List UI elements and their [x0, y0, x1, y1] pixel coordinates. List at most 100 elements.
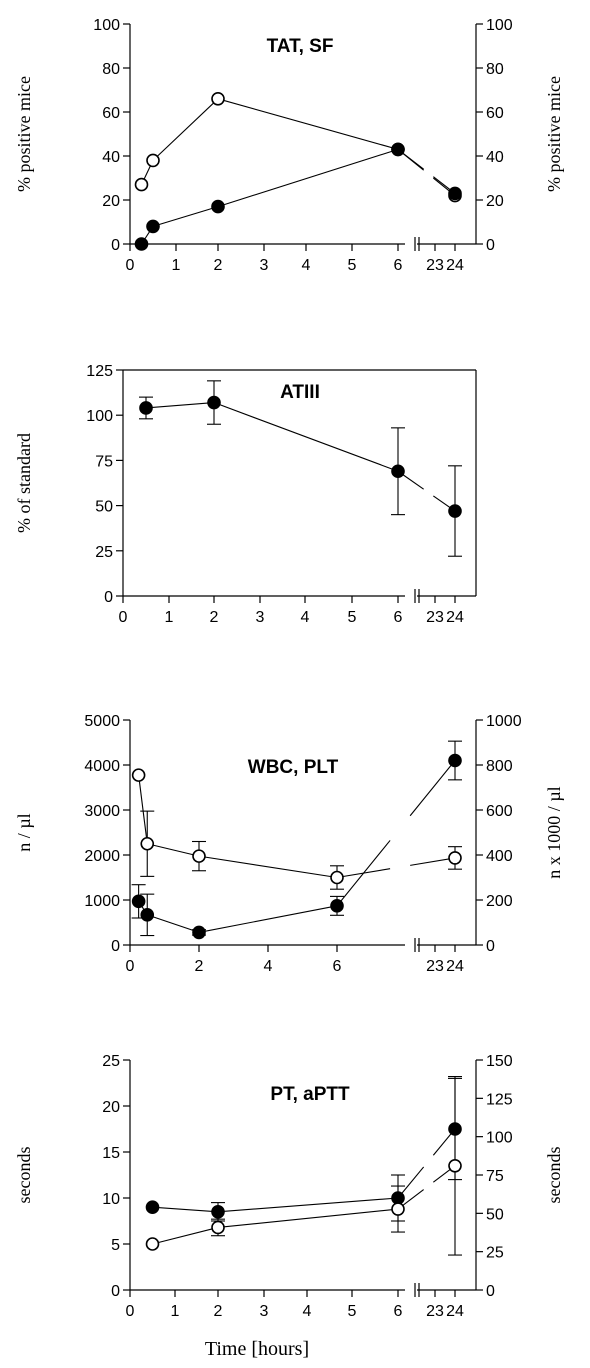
data-point-open	[391, 1202, 405, 1216]
y-tick-label-left: 25	[95, 544, 113, 561]
x-tick-label: 3	[256, 609, 265, 626]
data-point-filled	[448, 186, 462, 201]
x-tick-label: 23	[426, 257, 444, 274]
data-point-open	[211, 1220, 225, 1235]
y-tick-label-left: 60	[102, 105, 120, 122]
y-tick-label-right: 100	[486, 17, 513, 34]
data-point-open	[448, 851, 462, 865]
data-point-filled	[140, 908, 155, 922]
panel-title: TAT, SF	[267, 36, 334, 57]
series-line-segment	[152, 206, 219, 227]
y-tick-label-right: 400	[486, 848, 513, 865]
series-line-segment	[152, 1226, 219, 1245]
y-tick-label-left: 3000	[84, 803, 120, 820]
y-tick-label-left: 1000	[84, 893, 120, 910]
y-tick-label-left: 0	[111, 938, 120, 955]
data-point-filled	[145, 1200, 160, 1214]
x-tick-label: 0	[126, 1303, 135, 1320]
x-tick-label: 24	[446, 1303, 464, 1320]
x-tick-label: 23	[426, 1303, 444, 1320]
y-tick-label-left: 2000	[84, 848, 120, 865]
data-point-open	[330, 870, 344, 885]
y-axis-label-left: % of standard	[14, 433, 34, 533]
y-tick-label-left: 0	[111, 237, 120, 254]
series-line-segment	[409, 760, 456, 817]
y-tick-label-left: 5000	[84, 713, 120, 730]
y-tick-label-left: 75	[95, 453, 113, 470]
data-point-open	[140, 836, 155, 851]
series-line-segment	[152, 98, 219, 161]
y-tick-label-right: 75	[486, 1168, 504, 1185]
y-tick-label-left: 125	[86, 363, 113, 380]
data-point-filled	[207, 395, 221, 410]
x-tick-label: 4	[303, 1303, 312, 1320]
y-tick-label-left: 20	[102, 1099, 120, 1116]
series-line-segment	[152, 1206, 219, 1213]
series-line-segment	[213, 402, 399, 472]
data-point-filled	[211, 199, 225, 214]
y-tick-label-right: 200	[486, 893, 513, 910]
x-tick-label: 0	[126, 958, 135, 975]
series-line-segment	[145, 401, 215, 409]
y-tick-label-left: 40	[102, 149, 120, 166]
data-point-open	[146, 153, 160, 168]
panel-title: ATIII	[280, 382, 320, 403]
data-point-filled	[330, 899, 344, 913]
y-tick-label-left: 100	[86, 408, 113, 425]
x-tick-label: 5	[348, 1303, 357, 1320]
y-tick-label-right: 60	[486, 105, 504, 122]
series-line-segment	[198, 855, 338, 879]
x-tick-label: 24	[446, 958, 464, 975]
x-tick-label: 0	[119, 609, 128, 626]
y-tick-label-right: 150	[486, 1053, 513, 1070]
data-point-filled	[131, 894, 146, 909]
series-line-segment	[217, 98, 399, 150]
x-tick-label: 4	[302, 257, 311, 274]
y-tick-label-left: 5	[111, 1237, 120, 1254]
data-point-filled	[146, 219, 160, 234]
y-tick-label-right: 600	[486, 803, 513, 820]
x-tick-label: 24	[446, 257, 464, 274]
x-tick-label: 24	[446, 609, 464, 626]
y-tick-label-right: 20	[486, 193, 504, 210]
y-tick-label-right: 50	[486, 1206, 504, 1223]
x-tick-label: 6	[394, 1303, 403, 1320]
x-tick-label: 3	[260, 1303, 269, 1320]
y-tick-label-right: 0	[486, 938, 495, 955]
x-tick-label: 4	[301, 609, 310, 626]
data-point-open	[134, 177, 149, 192]
y-tick-label-left: 100	[93, 17, 120, 34]
x-tick-label: 0	[126, 257, 135, 274]
data-point-filled	[391, 142, 405, 157]
y-tick-label-left: 15	[102, 1145, 120, 1162]
y-tick-label-right: 0	[486, 237, 495, 254]
y-axis-label-right: % positive mice	[544, 76, 564, 192]
y-axis-label-left: seconds	[14, 1147, 34, 1204]
y-tick-label-left: 0	[104, 589, 113, 606]
x-tick-label: 2	[195, 958, 204, 975]
y-tick-label-right: 1000	[486, 713, 522, 730]
y-tick-label-right: 40	[486, 149, 504, 166]
data-point-filled	[448, 753, 462, 768]
x-tick-label: 2	[210, 609, 219, 626]
series-line-segment	[138, 775, 148, 844]
y-tick-label-left: 10	[102, 1191, 120, 1208]
x-tick-label: 5	[348, 257, 357, 274]
data-point-filled	[391, 464, 405, 479]
y-tick-label-right: 100	[486, 1130, 513, 1147]
y-tick-label-left: 20	[102, 193, 120, 210]
y-tick-label-right: 0	[486, 1283, 495, 1300]
data-point-filled	[192, 925, 206, 940]
x-tick-label: 1	[165, 609, 174, 626]
x-tick-label: 6	[394, 609, 403, 626]
data-point-open	[131, 768, 146, 782]
x-axis-label: Time [hours]	[205, 1338, 309, 1360]
data-point-open	[211, 92, 225, 106]
y-tick-label-left: 0	[111, 1283, 120, 1300]
series-line-segment	[147, 914, 200, 933]
series-line-segment	[198, 905, 338, 933]
x-tick-label: 3	[260, 257, 269, 274]
